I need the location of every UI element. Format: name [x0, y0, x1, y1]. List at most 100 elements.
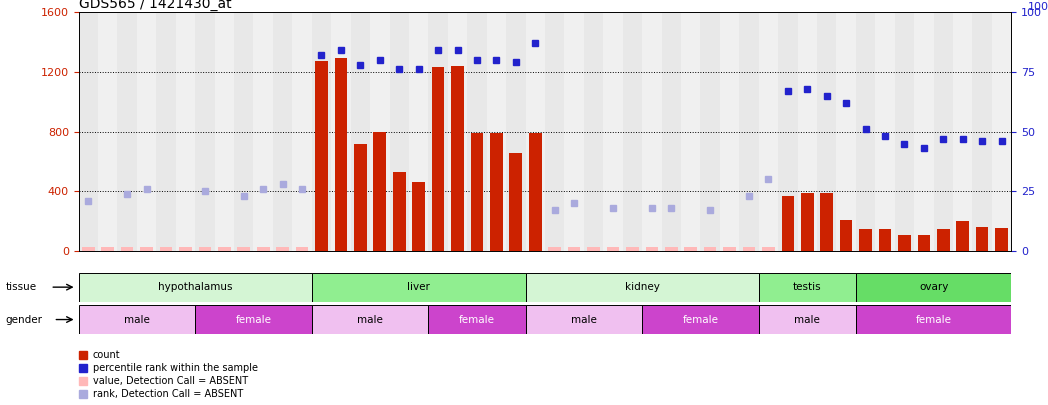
Text: male: male [794, 315, 821, 324]
Bar [642, 12, 661, 251]
Text: GDS565 / 1421430_at: GDS565 / 1421430_at [79, 0, 232, 11]
Bar [277, 247, 289, 251]
Bar [856, 305, 1011, 334]
Bar [292, 12, 311, 251]
Bar [996, 228, 1008, 251]
Bar [817, 12, 836, 251]
Bar [878, 230, 892, 251]
Bar [661, 12, 681, 251]
Bar [354, 144, 367, 251]
Bar [759, 273, 856, 302]
Bar [548, 247, 561, 251]
Bar [642, 305, 759, 334]
Bar [471, 133, 483, 251]
Bar [486, 12, 506, 251]
Text: value, Detection Call = ABSENT: value, Detection Call = ABSENT [92, 376, 247, 386]
Bar [664, 247, 678, 251]
Bar [626, 247, 638, 251]
Bar [937, 230, 949, 251]
Bar [218, 247, 231, 251]
Bar [412, 182, 425, 251]
Bar [79, 273, 312, 302]
Bar [720, 12, 739, 251]
Bar [215, 12, 234, 251]
Bar [762, 247, 774, 251]
Bar [953, 12, 973, 251]
Bar [272, 12, 292, 251]
Bar [898, 234, 911, 251]
Text: rank, Detection Call = ABSENT: rank, Detection Call = ABSENT [92, 389, 243, 399]
Bar [351, 12, 370, 251]
Bar [315, 62, 328, 251]
Bar [723, 247, 736, 251]
Bar [102, 247, 114, 251]
Bar [525, 12, 545, 251]
Bar [529, 133, 542, 251]
Bar [918, 234, 931, 251]
Bar [584, 12, 604, 251]
Bar [121, 247, 133, 251]
Bar [991, 12, 1011, 251]
Bar [429, 305, 525, 334]
Bar [836, 12, 856, 251]
Bar [778, 12, 798, 251]
Bar [759, 12, 778, 251]
Bar [895, 12, 914, 251]
Bar [452, 66, 464, 251]
Text: female: female [236, 315, 271, 324]
Bar [545, 12, 565, 251]
Text: hypothalamus: hypothalamus [158, 282, 233, 292]
Bar [623, 12, 642, 251]
Text: female: female [916, 315, 952, 324]
Bar [393, 172, 406, 251]
Bar [137, 12, 156, 251]
Bar [99, 12, 117, 251]
Text: male: male [124, 315, 150, 324]
Bar [801, 193, 813, 251]
Text: gender: gender [5, 315, 42, 324]
Bar [257, 247, 269, 251]
Bar [82, 247, 94, 251]
Bar [607, 247, 619, 251]
Bar [312, 273, 525, 302]
Bar [646, 247, 658, 251]
Bar [390, 12, 409, 251]
Text: ovary: ovary [919, 282, 948, 292]
Bar [467, 12, 486, 251]
Bar [700, 12, 720, 251]
Y-axis label: 100%: 100% [1028, 2, 1048, 12]
Text: liver: liver [408, 282, 430, 292]
Bar [156, 12, 176, 251]
Bar [859, 230, 872, 251]
Bar [79, 12, 99, 251]
Bar [743, 247, 756, 251]
Bar [875, 12, 895, 251]
Text: count: count [92, 350, 121, 360]
Bar [782, 196, 794, 251]
Text: female: female [459, 315, 495, 324]
Bar [506, 12, 525, 251]
Bar [976, 227, 988, 251]
Bar [176, 12, 195, 251]
Bar [704, 247, 717, 251]
Bar [238, 247, 250, 251]
Bar [856, 12, 875, 251]
Bar [79, 305, 195, 334]
Bar [681, 12, 700, 251]
Bar [370, 12, 390, 251]
Bar [234, 12, 254, 251]
Bar [565, 12, 584, 251]
Text: percentile rank within the sample: percentile rank within the sample [92, 363, 258, 373]
Bar [429, 12, 447, 251]
Bar [739, 12, 759, 251]
Text: male: male [571, 315, 596, 324]
Bar [973, 12, 991, 251]
Bar [195, 305, 312, 334]
Bar [856, 273, 1011, 302]
Bar [821, 193, 833, 251]
Text: kidney: kidney [625, 282, 659, 292]
Bar [568, 247, 581, 251]
Bar [409, 12, 429, 251]
Bar [159, 247, 172, 251]
Bar [312, 12, 331, 251]
